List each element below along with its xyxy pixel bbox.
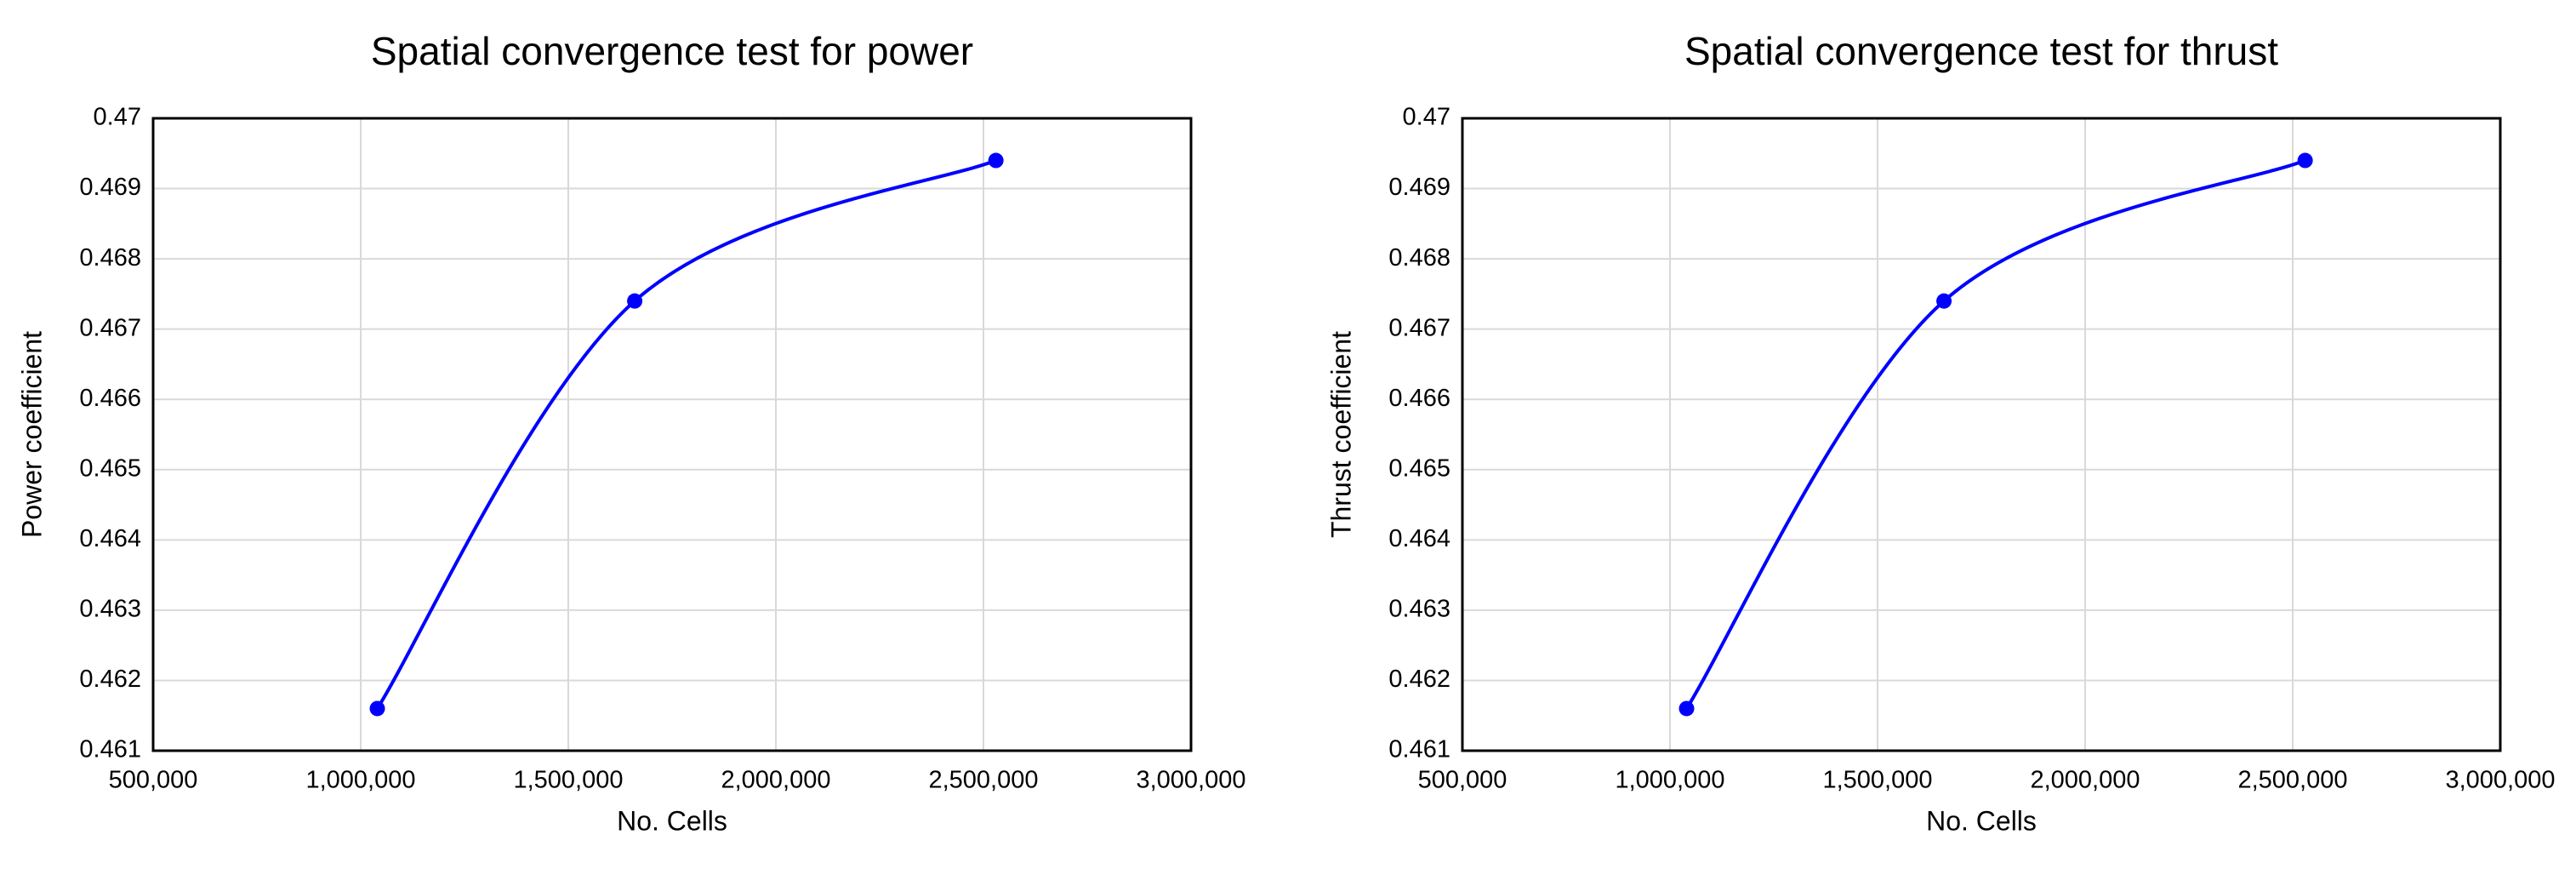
- y-tick-label: 0.464: [1388, 525, 1450, 552]
- data-point: [1678, 700, 1695, 717]
- y-tick-label: 0.461: [79, 736, 141, 763]
- y-tick-label: 0.467: [1388, 314, 1450, 341]
- x-tick-label: 3,000,000: [2445, 767, 2555, 794]
- x-tick-label: 1,500,000: [1822, 767, 1932, 794]
- data-point: [2297, 152, 2313, 169]
- x-tick-label: 1,000,000: [1615, 767, 1724, 794]
- data-point: [627, 293, 643, 309]
- series-line: [1684, 158, 2306, 710]
- y-tick-label: 0.469: [79, 174, 141, 201]
- plot-frame: [151, 117, 1193, 752]
- series-line: [375, 158, 997, 710]
- y-tick-label: 0.466: [79, 385, 141, 412]
- chart-title: Spatial convergence test for power: [371, 29, 973, 73]
- y-tick-label: 0.462: [79, 666, 141, 693]
- data-point: [369, 700, 385, 717]
- x-tick-label: 500,000: [109, 767, 198, 794]
- y-tick-label: 0.47: [1403, 104, 1450, 131]
- y-tick-label: 0.468: [79, 244, 141, 272]
- x-tick-label: 1,500,000: [513, 767, 623, 794]
- y-tick-label: 0.467: [79, 314, 141, 341]
- chart-title: Spatial convergence test for thrust: [1684, 29, 2278, 73]
- y-tick-label: 0.468: [1388, 244, 1450, 272]
- chart: Spatial convergence test for power No. Ce…: [16, 29, 1245, 836]
- y-tick-label: 0.469: [1388, 174, 1450, 201]
- x-axis-label: No. Cells: [1926, 805, 2037, 836]
- x-tick-label: 1,000,000: [305, 767, 415, 794]
- y-tick-label: 0.47: [94, 104, 141, 131]
- y-tick-label: 0.464: [79, 525, 141, 552]
- y-tick-label: 0.462: [1388, 666, 1450, 693]
- y-axis-label: Power coefficient: [16, 331, 47, 538]
- data-point: [1936, 293, 1952, 309]
- x-tick-label: 2,000,000: [721, 767, 830, 794]
- x-axis-label: No. Cells: [617, 805, 727, 836]
- x-tick-label: 3,000,000: [1136, 767, 1245, 794]
- y-tick-label: 0.461: [1388, 736, 1450, 763]
- chart: Spatial convergence test for thrust No. C…: [1325, 29, 2555, 836]
- y-tick-label: 0.466: [1388, 385, 1450, 412]
- y-tick-label: 0.465: [79, 455, 141, 482]
- y-axis-label: Thrust coefficient: [1325, 331, 1356, 538]
- x-tick-label: 2,500,000: [2237, 767, 2347, 794]
- y-tick-label: 0.463: [1388, 596, 1450, 623]
- y-tick-label: 0.465: [1388, 455, 1450, 482]
- plot-frame: [1461, 117, 2502, 752]
- data-point: [988, 152, 1004, 169]
- x-tick-label: 2,000,000: [2030, 767, 2140, 794]
- y-tick-label: 0.463: [79, 596, 141, 623]
- x-tick-label: 500,000: [1418, 767, 1507, 794]
- x-tick-label: 2,500,000: [928, 767, 1038, 794]
